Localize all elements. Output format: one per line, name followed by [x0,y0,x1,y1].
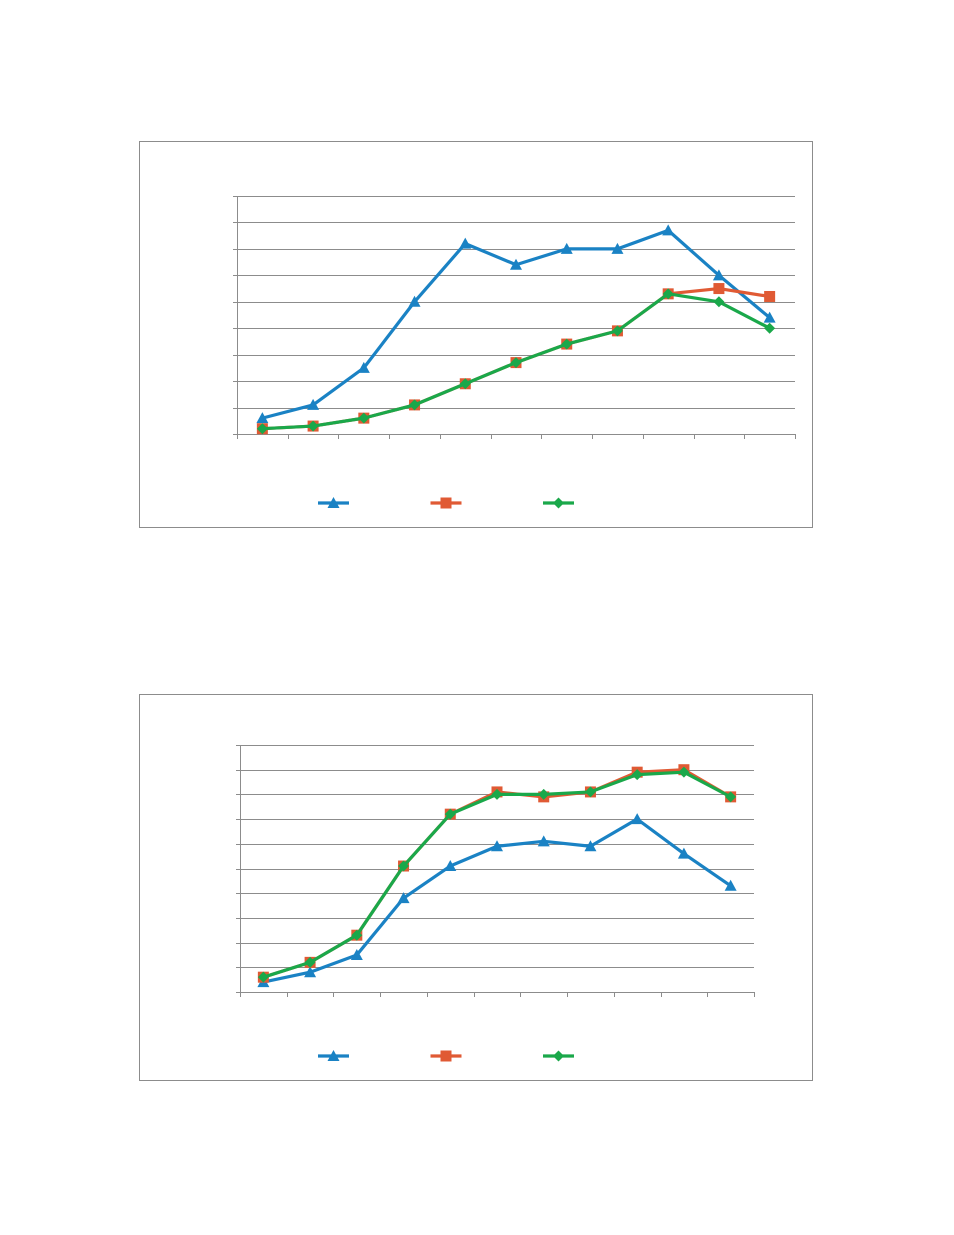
marker [584,840,597,852]
marker [510,258,522,270]
marker [491,788,503,800]
marker [444,808,456,820]
chart-frame [139,694,813,1081]
marker [398,860,410,872]
legend-marker [440,1050,452,1062]
marker [537,835,550,847]
marker [538,788,550,800]
legend-marker [440,497,452,509]
marker [357,361,370,373]
marker [307,398,320,410]
marker [662,288,674,300]
chart-frame [139,141,813,528]
legend-marker [327,497,340,508]
marker [561,338,573,350]
marker [724,879,737,891]
marker [304,956,316,968]
marker [491,840,503,852]
marker [459,237,472,249]
marker [764,322,776,334]
marker [409,399,421,411]
marker [307,420,319,432]
marker [713,283,725,295]
marker [256,423,268,435]
chart [139,141,813,528]
marker [459,378,471,390]
marker [257,971,269,983]
marker [631,769,643,781]
legend-marker [327,1050,340,1061]
marker [584,786,596,798]
marker [678,766,690,778]
marker [408,295,421,307]
legend-marker [553,497,564,509]
marker [631,813,644,825]
marker [712,269,725,281]
marker [677,847,690,859]
marker [713,296,725,308]
marker [510,357,522,369]
marker [560,242,573,254]
marker [764,290,776,302]
legend-marker [553,1050,564,1062]
marker [350,948,363,960]
marker [351,929,363,941]
marker [611,242,624,254]
marker [611,325,623,337]
chart [139,694,813,1081]
marker [304,966,317,978]
marker [256,412,269,424]
marker [662,224,675,236]
marker [397,892,410,904]
marker [763,311,776,323]
marker [444,860,457,872]
marker [725,791,737,803]
marker [358,412,370,424]
